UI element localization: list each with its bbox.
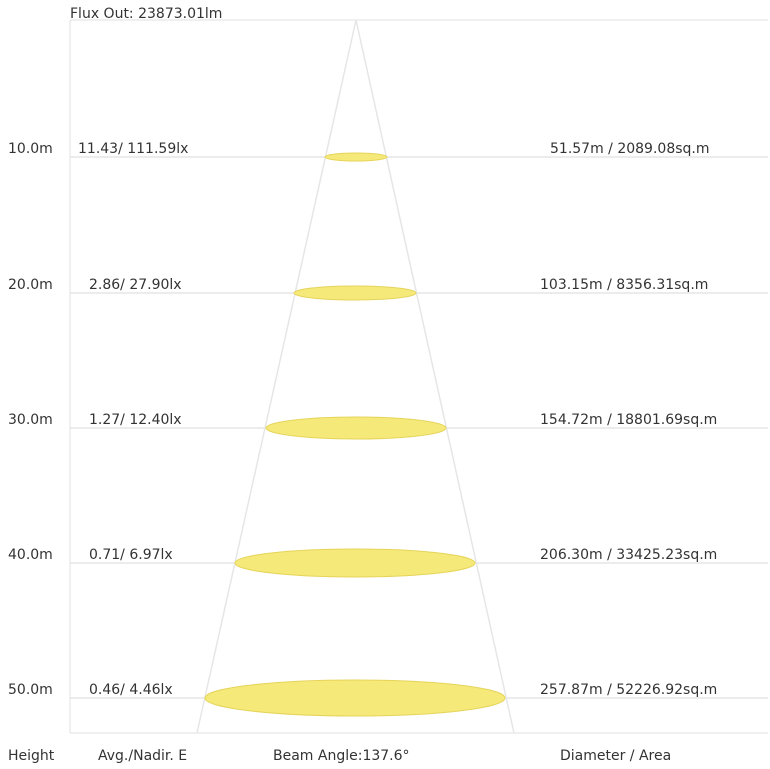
footer-diameter-area-label: Diameter / Area	[560, 748, 672, 764]
diameter-area-label-30m: 154.72m / 18801.69sq.m	[540, 412, 718, 428]
diameter-area-label-50m: 257.87m / 52226.92sq.m	[540, 682, 718, 698]
light-spot-40m	[234, 548, 476, 578]
illuminance-label-40m: 0.71/ 6.97lx	[89, 547, 173, 563]
illuminance-label-10m: 11.43/ 111.59lx	[78, 141, 189, 157]
footer-height-label: Height	[8, 748, 55, 764]
flux-output-label: Flux Out: 23873.01lm	[70, 6, 223, 22]
illuminance-label-50m: 0.46/ 4.46lx	[89, 682, 173, 698]
light-spot-30m	[265, 416, 447, 440]
height-label-10m: 10.0m	[8, 141, 53, 157]
light-spot-50m	[204, 679, 506, 717]
cone-right-edge	[355, 19, 515, 734]
light-spot-10m	[324, 152, 388, 162]
illuminance-label-30m: 1.27/ 12.40lx	[89, 412, 182, 428]
height-label-40m: 40.0m	[8, 547, 53, 563]
light-spot-20m	[293, 285, 417, 301]
diameter-area-label-10m: 51.57m / 2089.08sq.m	[550, 141, 710, 157]
footer-avg-nadir-label: Avg./Nadir. E	[98, 748, 188, 764]
diameter-area-label-20m: 103.15m / 8356.31sq.m	[540, 277, 709, 293]
cone-left-edge	[196, 19, 357, 734]
height-label-30m: 30.0m	[8, 412, 53, 428]
footer-beam-angle-label: Beam Angle:137.6°	[273, 748, 410, 764]
height-label-20m: 20.0m	[8, 277, 53, 293]
height-label-50m: 50.0m	[8, 682, 53, 698]
diameter-area-label-40m: 206.30m / 33425.23sq.m	[540, 547, 718, 563]
illuminance-label-20m: 2.86/ 27.90lx	[89, 277, 182, 293]
